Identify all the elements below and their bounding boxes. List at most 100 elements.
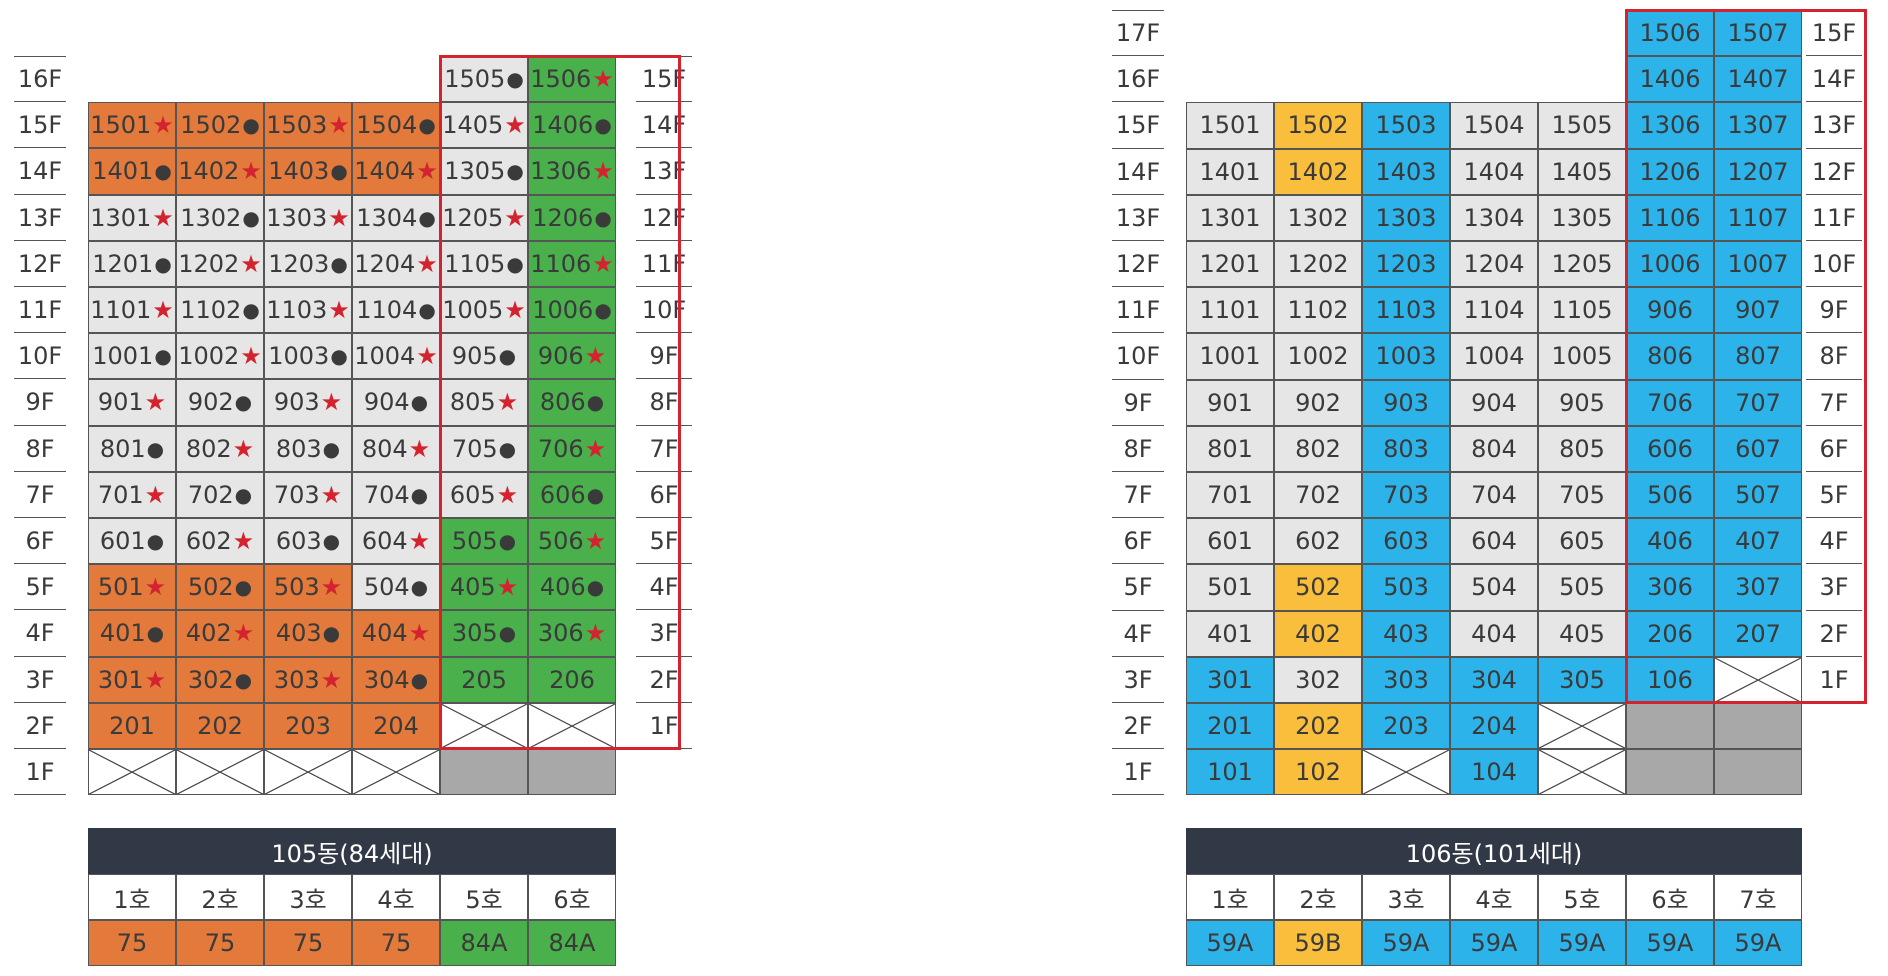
unit-cell[interactable]: 1306 ★ (528, 148, 616, 195)
unit-cell[interactable]: 303 ★ (264, 656, 352, 703)
unit-cell[interactable]: 1002 (1274, 333, 1362, 380)
unit-cell[interactable]: 503 ★ (264, 564, 352, 611)
unit-cell[interactable]: 706 ★ (528, 425, 616, 472)
unit-cell[interactable]: 406 ● (528, 564, 616, 611)
unit-cell[interactable]: 1102 ● (176, 287, 264, 334)
unit-cell[interactable]: 1005 (1538, 333, 1626, 380)
unit-cell[interactable]: 1204 ★ (352, 240, 440, 287)
unit-cell[interactable]: 401 (1186, 610, 1274, 657)
unit-cell[interactable]: 1304 ● (352, 194, 440, 241)
unit-cell[interactable]: 501 ★ (88, 564, 176, 611)
unit-cell[interactable]: 707 (1714, 379, 1802, 426)
unit-cell[interactable]: 1503 ★ (264, 102, 352, 149)
unit-cell[interactable]: 903 ★ (264, 379, 352, 426)
unit-cell[interactable]: 405 ★ (440, 564, 528, 611)
unit-cell[interactable]: 1103 (1362, 287, 1450, 334)
unit-cell[interactable]: 701 (1186, 472, 1274, 519)
unit-cell[interactable]: 604 ★ (352, 518, 440, 565)
unit-cell[interactable]: 701 ★ (88, 471, 176, 518)
unit-cell[interactable]: 705 (1538, 472, 1626, 519)
unit-cell[interactable]: 1501 ★ (88, 102, 176, 149)
unit-cell[interactable]: 504 ● (352, 564, 440, 611)
unit-cell[interactable]: 1105 ● (440, 240, 528, 287)
unit-cell[interactable]: 1004 (1450, 333, 1538, 380)
unit-cell[interactable]: 1005 ★ (440, 287, 528, 334)
unit-cell[interactable]: 1403 (1362, 148, 1450, 195)
unit-cell[interactable]: 102 (1274, 749, 1362, 796)
unit-cell[interactable]: 302 ● (176, 656, 264, 703)
unit-cell[interactable]: 306 (1626, 564, 1714, 611)
unit-cell[interactable]: 702 ● (176, 471, 264, 518)
unit-cell[interactable]: 805 ★ (440, 379, 528, 426)
unit-cell[interactable]: 1502 (1274, 102, 1362, 149)
unit-cell[interactable]: 602 ★ (176, 518, 264, 565)
unit-cell[interactable]: 1106 ★ (528, 240, 616, 287)
unit-cell[interactable]: 704 ● (352, 471, 440, 518)
unit-cell[interactable]: 904 (1450, 379, 1538, 426)
unit-cell[interactable]: 504 (1450, 564, 1538, 611)
unit-cell[interactable]: 1406 ● (528, 102, 616, 149)
unit-cell[interactable]: 902 (1274, 379, 1362, 426)
unit-cell[interactable]: 605 (1538, 518, 1626, 565)
unit-cell[interactable]: 301 (1186, 656, 1274, 703)
unit-cell[interactable]: 502 ● (176, 564, 264, 611)
unit-cell[interactable]: 806 (1626, 333, 1714, 380)
unit-cell[interactable]: 404 ★ (352, 610, 440, 657)
unit-cell[interactable]: 1402 (1274, 148, 1362, 195)
unit-cell[interactable]: 204 (1450, 703, 1538, 750)
unit-cell[interactable]: 306 ★ (528, 610, 616, 657)
unit-cell[interactable]: 802 ★ (176, 425, 264, 472)
unit-cell[interactable]: 1306 (1626, 102, 1714, 149)
unit-cell[interactable]: 1001 ● (88, 333, 176, 380)
unit-cell[interactable]: 1201 ● (88, 240, 176, 287)
unit-cell[interactable]: 201 (88, 702, 176, 749)
unit-cell[interactable]: 1006 ● (528, 287, 616, 334)
unit-cell[interactable]: 1303 ★ (264, 194, 352, 241)
unit-cell[interactable]: 906 (1626, 287, 1714, 334)
unit-cell[interactable]: 601 (1186, 518, 1274, 565)
unit-cell[interactable]: 1107 (1714, 194, 1802, 241)
unit-cell[interactable]: 407 (1714, 518, 1802, 565)
unit-cell[interactable]: 1203 (1362, 241, 1450, 288)
unit-cell[interactable]: 1303 (1362, 194, 1450, 241)
unit-cell[interactable]: 1506 (1626, 10, 1714, 57)
unit-cell[interactable]: 1204 (1450, 241, 1538, 288)
unit-cell[interactable]: 803 ● (264, 425, 352, 472)
unit-cell[interactable]: 305 ● (440, 610, 528, 657)
unit-cell[interactable]: 602 (1274, 518, 1362, 565)
unit-cell[interactable]: 1205 ★ (440, 194, 528, 241)
unit-cell[interactable]: 402 (1274, 610, 1362, 657)
unit-cell[interactable]: 1207 (1714, 148, 1802, 195)
unit-cell[interactable]: 406 (1626, 518, 1714, 565)
unit-cell[interactable]: 1102 (1274, 287, 1362, 334)
unit-cell[interactable]: 501 (1186, 564, 1274, 611)
unit-cell[interactable]: 801 ● (88, 425, 176, 472)
unit-cell[interactable]: 1503 (1362, 102, 1450, 149)
unit-cell[interactable]: 202 (176, 702, 264, 749)
unit-cell[interactable]: 907 (1714, 287, 1802, 334)
unit-cell[interactable]: 1206 (1626, 148, 1714, 195)
unit-cell[interactable]: 403 ● (264, 610, 352, 657)
unit-cell[interactable]: 1304 (1450, 194, 1538, 241)
unit-cell[interactable]: 1106 (1626, 194, 1714, 241)
unit-cell[interactable]: 304 (1450, 656, 1538, 703)
unit-cell[interactable]: 1502 ● (176, 102, 264, 149)
unit-cell[interactable]: 1301 ★ (88, 194, 176, 241)
unit-cell[interactable]: 1405 (1538, 148, 1626, 195)
unit-cell[interactable]: 1403 ● (264, 148, 352, 195)
unit-cell[interactable]: 1003 (1362, 333, 1450, 380)
unit-cell[interactable]: 1006 (1626, 241, 1714, 288)
unit-cell[interactable]: 1305 ● (440, 148, 528, 195)
unit-cell[interactable]: 1405 ★ (440, 102, 528, 149)
unit-cell[interactable]: 702 (1274, 472, 1362, 519)
unit-cell[interactable]: 1007 (1714, 241, 1802, 288)
unit-cell[interactable]: 901 ★ (88, 379, 176, 426)
unit-cell[interactable]: 603 ● (264, 518, 352, 565)
unit-cell[interactable]: 802 (1274, 425, 1362, 472)
unit-cell[interactable]: 807 (1714, 333, 1802, 380)
unit-cell[interactable]: 1002 ★ (176, 333, 264, 380)
unit-cell[interactable]: 606 ● (528, 471, 616, 518)
unit-cell[interactable]: 605 ★ (440, 471, 528, 518)
unit-cell[interactable]: 1504 ● (352, 102, 440, 149)
unit-cell[interactable]: 1505 ● (440, 56, 528, 103)
